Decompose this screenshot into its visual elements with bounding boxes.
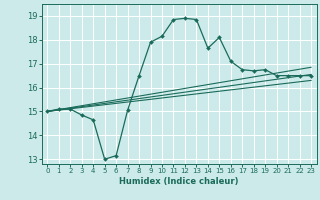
X-axis label: Humidex (Indice chaleur): Humidex (Indice chaleur) <box>119 177 239 186</box>
